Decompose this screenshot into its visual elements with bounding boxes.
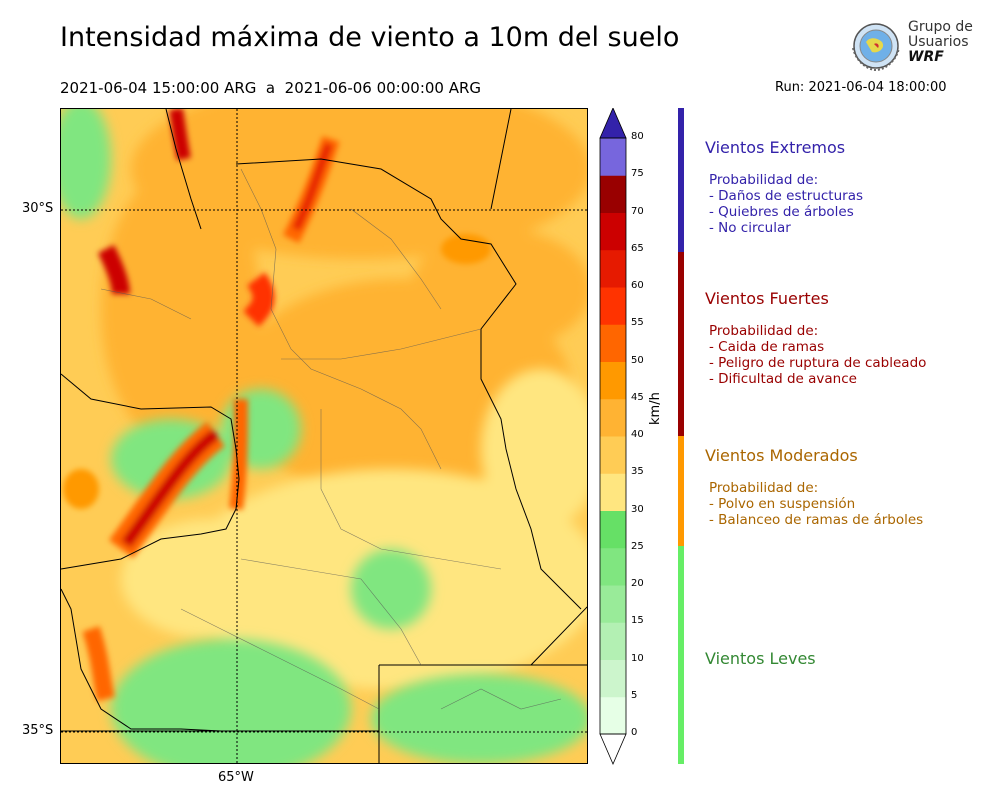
run-time: Run: 2021-06-04 18:00:00	[775, 80, 947, 95]
colorbar-tick-label: 40	[631, 429, 644, 440]
colorbar-segment	[600, 473, 626, 511]
colorbar	[599, 108, 627, 766]
colorbar-tick-label: 20	[631, 578, 644, 589]
lat-label-35s: 35°S	[22, 723, 54, 738]
colorbar-segment	[600, 510, 626, 549]
colorbar-segment	[600, 398, 626, 437]
category-bar	[678, 252, 684, 436]
colorbar-unit: km/h	[648, 392, 663, 425]
colorbar-segment	[600, 436, 626, 474]
colorbar-tick-label: 10	[631, 652, 644, 664]
colorbar-tick-label: 75	[631, 168, 644, 180]
category-description-line: - Dificultad de avance	[709, 371, 857, 387]
map-title: Intensidad máxima de viento a 10m del su…	[60, 22, 680, 53]
colorbar-tick-label: 25	[631, 540, 644, 552]
category-description-line: - Polvo en suspensión	[709, 496, 856, 512]
logo-line-2: Usuarios	[908, 34, 969, 50]
colorbar-tick-label: 5	[631, 689, 638, 701]
wind-map	[60, 108, 588, 764]
colorbar-segment	[600, 324, 626, 362]
colorbar-segment	[600, 212, 626, 251]
colorbar-segment	[600, 696, 626, 735]
colorbar-tick-label: 55	[631, 317, 644, 329]
colorbar-segment	[600, 287, 626, 325]
colorbar-tick-label: 45	[631, 391, 644, 403]
lat-label-30s: 30°S	[22, 201, 54, 216]
colorbar-tick-label: 50	[631, 354, 644, 366]
wind-map-canvas	[61, 109, 587, 763]
colorbar-segment	[600, 547, 626, 586]
colorbar-tick-label: 0	[631, 727, 638, 738]
category-description-line: - Quiebres de árboles	[709, 204, 854, 220]
category-title: Vientos Moderados	[705, 446, 858, 465]
colorbar-max-extension	[599, 108, 627, 139]
category-description-line: Probabilidad de:	[709, 480, 819, 496]
category-bar	[678, 436, 684, 546]
colorbar-segment	[600, 622, 626, 660]
colorbar-segment	[600, 249, 626, 288]
colorbar-tick-label: 35	[631, 466, 644, 478]
colorbar-tick-label: 80	[631, 131, 644, 142]
wrf-logo: Grupo de Usuarios WRF	[848, 18, 978, 78]
category-bar	[678, 546, 684, 764]
colorbar-tick-label: 30	[631, 503, 644, 515]
valid-period: 2021-06-04 15:00:00 ARG a 2021-06-06 00:…	[60, 79, 482, 97]
colorbar-tick-label: 65	[631, 242, 644, 254]
category-description-line: Probabilidad de:	[709, 323, 819, 339]
category-title: Vientos Extremos	[705, 138, 846, 157]
category-description-line: - Daños de estructuras	[709, 188, 864, 204]
colorbar-segment	[600, 361, 626, 400]
category-description-line: - Caida de ramas	[709, 339, 825, 355]
category-title: Vientos Leves	[705, 649, 816, 668]
colorbar-segment	[600, 175, 626, 213]
lon-label-65w: 65°W	[218, 770, 254, 785]
category-description-line: - No circular	[709, 220, 791, 236]
category-description-line: - Peligro de ruptura de cableado	[709, 355, 927, 371]
colorbar-tick-label: 60	[631, 280, 644, 291]
logo-line-3: WRF	[908, 49, 944, 65]
logo-line-1: Grupo de	[908, 19, 973, 35]
globe-logo-icon	[852, 23, 900, 72]
category-description-line: - Balanceo de ramas de árboles	[709, 512, 924, 528]
colorbar-segment	[600, 659, 626, 698]
colorbar-tick-label: 15	[631, 615, 644, 627]
colorbar-tick-label: 70	[631, 205, 644, 217]
colorbar-segment	[600, 585, 626, 623]
colorbar-min-extension	[599, 733, 627, 766]
colorbar-segment	[600, 138, 626, 176]
category-bar	[678, 108, 684, 252]
category-description-line: Probabilidad de:	[709, 172, 819, 188]
category-title: Vientos Fuertes	[705, 289, 829, 308]
